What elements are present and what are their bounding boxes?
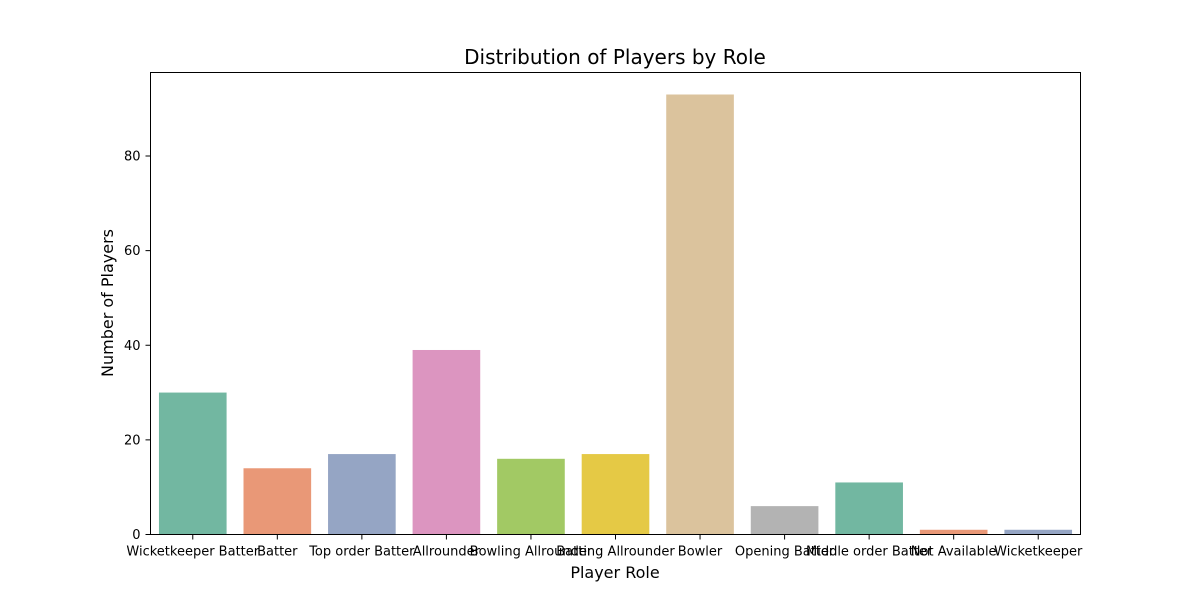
bar-8: [835, 482, 903, 535]
bar-1: [243, 468, 312, 535]
bar-9: [919, 529, 988, 535]
x-axis-label: Player Role: [570, 563, 659, 582]
x-tick-label: Batter: [257, 545, 298, 560]
x-tick-label: Not Available: [911, 545, 997, 560]
plot-area: [158, 94, 1073, 535]
y-tick-label: 60: [124, 244, 141, 259]
bar-2: [328, 454, 396, 535]
bar-10: [1004, 529, 1073, 535]
x-tick-label: Bowling Allrounder: [470, 545, 593, 560]
x-tick-label: Opening Batter: [735, 545, 835, 560]
x-tick-label: Batting Allrounder: [556, 545, 675, 560]
y-tick-label: 40: [124, 339, 141, 354]
x-tick-label: Bowler: [678, 545, 723, 560]
bar-5: [581, 454, 650, 535]
y-axis-label: Number of Players: [98, 229, 117, 377]
bar-0: [158, 392, 227, 535]
bar-3: [412, 349, 481, 535]
x-tick-label: Allrounder: [413, 545, 481, 560]
bar-4: [497, 458, 565, 535]
x-tick-label: Wicketkeeper: [994, 545, 1083, 560]
chart-title: Distribution of Players by Role: [464, 45, 766, 69]
y-tick-label: 20: [124, 433, 141, 448]
x-tick-label: Wicketkeeper Batter: [126, 545, 259, 560]
bar-7: [750, 506, 819, 535]
y-axis-ticks: 0 20 40 60 80: [124, 150, 151, 543]
x-tick-label: Top order Batter: [308, 545, 415, 560]
x-tick-label: Middle order Batter: [806, 545, 933, 560]
bar-6: [666, 94, 734, 535]
y-tick-label: 80: [124, 150, 141, 165]
y-tick-label: 0: [132, 528, 140, 543]
